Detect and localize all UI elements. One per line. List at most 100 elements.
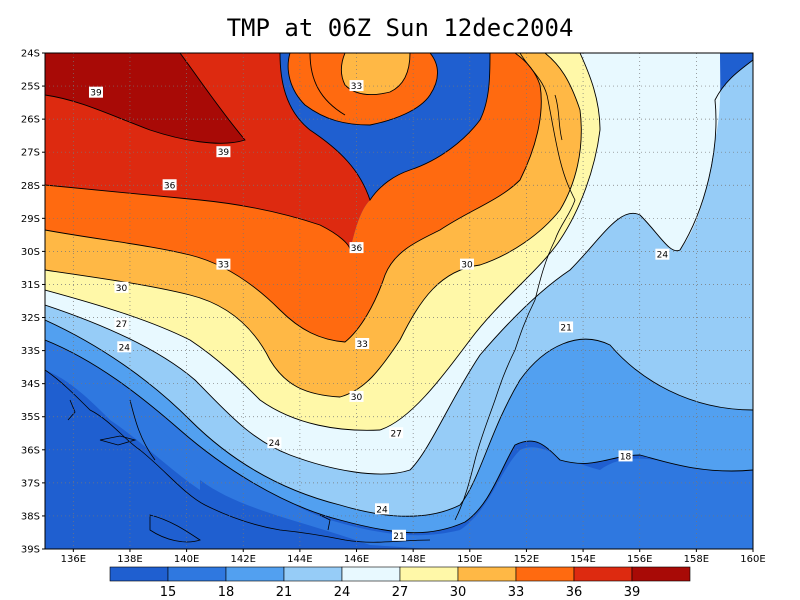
contour-lines (45, 53, 753, 534)
contour-label: 36 (164, 181, 176, 191)
colorbar-label: 18 (218, 585, 235, 600)
contour-label: 24 (376, 505, 388, 515)
colorbar-swatch (341, 566, 401, 582)
contour-label-bg (267, 437, 282, 449)
contour-label-bg (355, 337, 370, 349)
contour-label: 24 (119, 343, 131, 353)
colorbar-swatch (225, 566, 285, 582)
lat-tick-label: 34S (21, 379, 40, 390)
map-title: TMP at 06Z Sun 12dec2004 (226, 14, 574, 42)
contour-label-bg (349, 80, 364, 92)
contour-label: 39 (90, 89, 102, 99)
lat-tick-label: 37S (21, 478, 40, 489)
lat-tick-label: 29S (21, 214, 40, 225)
colorbar-label: 33 (508, 585, 525, 600)
lon-tick-label: 136E (61, 554, 86, 565)
band-36-ring (288, 53, 438, 125)
contour-label: 30 (116, 284, 128, 294)
lat-tick-label: 31S (21, 280, 40, 291)
contour-label-bg (389, 427, 404, 439)
contour-label-bg (392, 529, 406, 541)
lat-tick-label: 39S (21, 545, 40, 556)
lat-tick-label: 30S (21, 247, 40, 258)
contour-label: 27 (116, 320, 127, 330)
contour-label-bg (618, 450, 633, 462)
contour-label-bg (459, 258, 474, 270)
colorbar-swatch (515, 566, 575, 582)
contour-label: 18 (620, 452, 632, 462)
contour-label-bg (162, 179, 177, 191)
lon-tick-label: 152E (514, 554, 539, 565)
plot-frame (44, 52, 754, 550)
contour-labels: 39 39 36 33 36 33 30 30 27 24 33 21 24 30 27 24 18 24 21 (88, 80, 670, 542)
band-33 (45, 53, 582, 397)
coastline (45, 53, 576, 543)
contour-label-bg (349, 242, 364, 254)
contour-label: 24 (269, 439, 281, 449)
colorbar-label: 30 (450, 585, 467, 600)
lat-tick-label: 24S (21, 49, 40, 60)
contour-label: 27 (390, 429, 401, 439)
band-30 (45, 53, 600, 431)
lat-tick-label: 35S (21, 412, 40, 423)
contour-label: 36 (351, 244, 363, 254)
contour-label: 33 (351, 82, 362, 92)
colorbar-label: 21 (276, 585, 293, 600)
colorbar-swatch (457, 566, 517, 582)
contour-label: 21 (393, 532, 404, 542)
lat-tick-label: 32S (21, 313, 40, 324)
band-39 (45, 53, 370, 250)
band-27 (45, 53, 721, 475)
lon-tick-label: 156E (627, 554, 652, 565)
lon-tick-label: 158E (684, 554, 709, 565)
lon-tick-label: 150E (457, 554, 482, 565)
colorbar-label: 27 (392, 585, 409, 600)
colorbar-label: 24 (334, 585, 351, 600)
lat-tick-label: 33S (21, 346, 40, 357)
contour-fill-layer (45, 53, 753, 549)
band-39-core (45, 53, 245, 144)
band-18 (45, 330, 753, 549)
colorbar-swatch (573, 566, 633, 582)
contour-label-bg (375, 503, 390, 515)
band-24 (45, 60, 753, 517)
lat-tick-label: 26S (21, 115, 40, 126)
contour-label-bg (117, 341, 132, 353)
band-21 (45, 320, 753, 549)
latitude-ticks: 24S 25S 26S 27S 28S 29S 30S 31S 32S 33S 34S 35S 36S 3… (21, 49, 45, 556)
contour-label: 30 (351, 393, 363, 403)
contour-label-bg (88, 86, 103, 98)
lat-lon-grid (45, 53, 753, 549)
lat-tick-label: 25S (21, 82, 40, 93)
contour-label: 24 (657, 251, 669, 261)
lon-tick-label: 142E (231, 554, 256, 565)
contour-label-bg (559, 321, 574, 333)
contour-label-bg (114, 318, 129, 330)
contour-label-bg (216, 258, 231, 270)
lat-tick-label: 27S (21, 148, 40, 159)
colorbar-swatch (167, 566, 227, 582)
colorbar-swatch (109, 566, 169, 582)
contour-label: 21 (560, 323, 571, 333)
lon-tick-label: 140E (174, 554, 199, 565)
contour-label: 33 (218, 261, 229, 271)
contour-label-bg (349, 390, 364, 402)
contour-label: 33 (356, 340, 367, 350)
lat-tick-label: 38S (21, 511, 40, 522)
lat-tick-label: 36S (21, 445, 40, 456)
colorbar-swatch (631, 566, 691, 582)
contour-label: 30 (461, 261, 473, 271)
colorbar-label: 36 (566, 585, 583, 600)
lon-tick-label: 138E (117, 554, 142, 565)
contour-label: 39 (218, 148, 230, 158)
lon-tick-label: 154E (570, 554, 595, 565)
contour-label-bg (114, 281, 129, 293)
longitude-ticks: 136E 138E 140E 142E 144E 146E 148E 150E 152E 154E… (61, 549, 766, 565)
lon-tick-label: 144E (287, 554, 312, 565)
contour-label-bg (216, 146, 231, 158)
colorbar-label: 15 (160, 585, 177, 600)
contour-label-bg (655, 248, 670, 260)
colorbar-label: 39 (624, 585, 641, 600)
lon-tick-label: 146E (344, 554, 369, 565)
